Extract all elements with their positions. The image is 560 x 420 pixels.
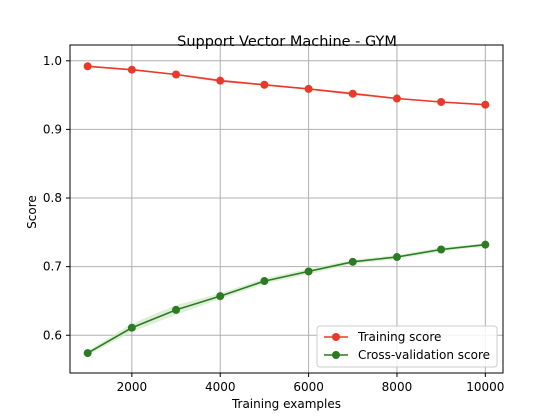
cross-validation-score-point xyxy=(127,323,136,332)
y-tick-label: 0.9 xyxy=(43,122,62,136)
y-tick-label: 0.7 xyxy=(43,260,62,274)
cross-validation-score-point xyxy=(392,253,401,262)
training-score-point xyxy=(392,94,401,103)
cross-validation-score-point xyxy=(348,257,357,266)
y-tick-label: 0.6 xyxy=(43,328,62,342)
training-score-point xyxy=(216,76,225,85)
training-score-point xyxy=(260,80,269,89)
cross-validation-score-point xyxy=(304,267,313,276)
y-tick-label: 0.8 xyxy=(43,191,62,205)
legend-label-cv: Cross-validation score xyxy=(358,348,490,362)
legend-label-training: Training score xyxy=(357,330,441,344)
chart-title: Support Vector Machine - GYM xyxy=(177,34,397,50)
legend: Training score Cross-validation score xyxy=(316,325,498,368)
plot-frame xyxy=(69,44,504,374)
training-score-point xyxy=(348,89,357,98)
cross-validation-score-point xyxy=(83,349,92,358)
training-score-point xyxy=(304,84,313,93)
cross-validation-score-point xyxy=(481,240,490,249)
cross-validation-score-line xyxy=(87,243,486,354)
cross-validation-score-point xyxy=(260,277,269,286)
cross-validation-score-point xyxy=(437,245,446,254)
y-tick-label: 1.0 xyxy=(43,54,62,68)
axis-ticks: 2000 4000 6000 8000 10000 0.6 0.7 0.8 0.9 1.0 xyxy=(43,54,505,394)
training-score-point xyxy=(83,62,92,71)
training-score-point xyxy=(481,100,490,109)
training-score-point xyxy=(172,70,181,79)
y-axis-label: Score xyxy=(25,195,39,229)
cross-validation-score-point xyxy=(216,292,225,301)
x-tick-label: 2000 xyxy=(117,380,148,394)
grid-lines xyxy=(70,45,503,373)
x-axis-label: Training examples xyxy=(231,397,341,411)
x-tick-label: 6000 xyxy=(293,380,324,394)
training-score-point xyxy=(437,97,446,106)
series-lines xyxy=(87,65,486,354)
training-score-line xyxy=(87,65,486,106)
confidence-bands xyxy=(87,65,486,356)
cross-validation-score-point xyxy=(172,305,181,314)
legend-marker-cv xyxy=(332,351,340,359)
x-tick-label: 8000 xyxy=(382,380,413,394)
x-tick-label: 4000 xyxy=(205,380,236,394)
series-points xyxy=(83,62,490,358)
training-score-point xyxy=(127,65,136,74)
x-tick-label: 10000 xyxy=(466,380,504,394)
legend-box xyxy=(316,325,498,368)
legend-marker-training xyxy=(332,333,340,341)
